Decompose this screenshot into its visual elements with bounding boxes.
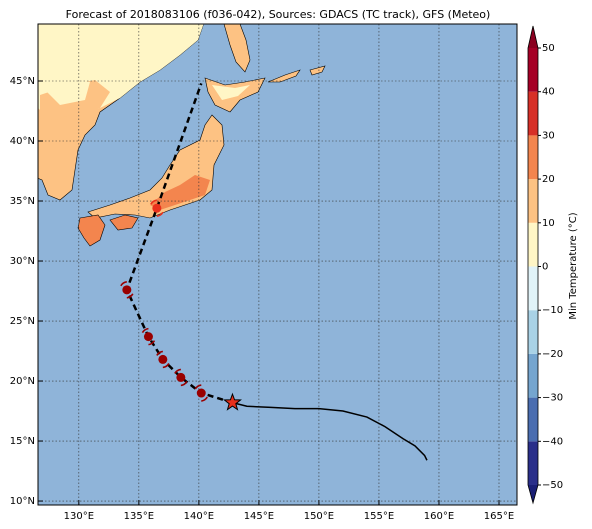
colorbar-tick-label: 40 bbox=[542, 87, 555, 98]
storm-symbol bbox=[150, 199, 164, 218]
colorbar-band bbox=[528, 135, 538, 180]
lon-tick-label: 155°E bbox=[364, 511, 394, 522]
colorbar-tick-label: 20 bbox=[542, 174, 555, 185]
colorbar-band bbox=[528, 353, 538, 398]
storm-eye bbox=[158, 354, 168, 364]
colorbar-over bbox=[528, 26, 538, 48]
ocean bbox=[38, 24, 517, 505]
lat-tick-label: 15°N bbox=[10, 436, 35, 447]
typhoon-track bbox=[120, 82, 428, 461]
colorbar-tick-label: −50 bbox=[542, 480, 563, 491]
storm-symbol bbox=[174, 368, 188, 387]
colorbar-band bbox=[528, 48, 538, 92]
colorbar-band bbox=[528, 310, 538, 354]
storm-arm bbox=[174, 368, 188, 387]
storm-symbol bbox=[141, 327, 156, 346]
colorbar-tick-label: 50 bbox=[542, 43, 555, 54]
sakhalin bbox=[223, 24, 251, 73]
storm-arm bbox=[150, 199, 164, 218]
lat-tick-label: 45°N bbox=[10, 76, 35, 87]
lon-tick-label: 150°E bbox=[304, 511, 334, 522]
colorbar bbox=[527, 25, 541, 505]
storm-symbol bbox=[194, 384, 208, 402]
lat-tick-label: 20°N bbox=[10, 376, 35, 387]
lon-tick-label: 145°E bbox=[244, 511, 274, 522]
lon-tick-label: 135°E bbox=[124, 511, 154, 522]
colorbar-tick-label: 30 bbox=[542, 130, 555, 141]
shikoku bbox=[109, 214, 139, 231]
storm-eye bbox=[152, 203, 162, 213]
kamchatka-islands bbox=[309, 65, 326, 76]
lon-tick-label: 130°E bbox=[64, 511, 94, 522]
colorbar-band bbox=[528, 179, 538, 223]
colorbar-band bbox=[528, 266, 538, 311]
colorbar-label: Min Temperature (°C) bbox=[568, 212, 579, 319]
lon-tick-label: 140°E bbox=[184, 511, 214, 522]
storm-symbol bbox=[120, 281, 134, 299]
storm-eye bbox=[122, 285, 132, 295]
kuril-islands bbox=[267, 69, 301, 83]
colorbar-tick-label: −40 bbox=[542, 436, 563, 447]
colorbar-tick-label: −30 bbox=[542, 393, 563, 404]
colorbar-band bbox=[528, 441, 538, 485]
colorbar-tick-label: 0 bbox=[542, 262, 548, 273]
map-frame bbox=[37, 23, 518, 506]
colorbar-tick-label: 10 bbox=[542, 218, 555, 229]
lat-tick-label: 30°N bbox=[10, 256, 35, 267]
colorbar-tick-label: −20 bbox=[542, 349, 563, 360]
colorbar-band bbox=[528, 91, 538, 136]
map-title: Forecast of 2018083106 (f036-042), Sourc… bbox=[66, 8, 491, 21]
storm-arm bbox=[141, 327, 156, 346]
current-position bbox=[223, 392, 242, 411]
storm-arm bbox=[156, 350, 170, 369]
storm-eye bbox=[196, 388, 206, 398]
colorbar-band bbox=[528, 222, 538, 267]
storm-arm bbox=[120, 281, 134, 299]
colorbar-tick-label: −10 bbox=[542, 305, 563, 316]
lat-tick-label: 40°N bbox=[10, 136, 35, 147]
past-track bbox=[232, 401, 428, 461]
storm-eye bbox=[176, 372, 186, 382]
lon-tick-label: 165°E bbox=[484, 511, 514, 522]
lat-tick-label: 25°N bbox=[10, 316, 35, 327]
storm-arm bbox=[194, 384, 208, 402]
colorbar-band bbox=[528, 397, 538, 442]
land bbox=[38, 24, 326, 247]
storm-eye bbox=[143, 332, 153, 342]
colorbar-under bbox=[528, 485, 538, 503]
hokkaido-cold bbox=[212, 85, 250, 100]
lat-tick-label: 10°N bbox=[10, 496, 35, 507]
lon-tick-label: 160°E bbox=[424, 511, 454, 522]
storm-symbol bbox=[156, 350, 170, 369]
forecast-track bbox=[125, 82, 233, 404]
lat-tick-label: 35°N bbox=[10, 196, 35, 207]
kyushu bbox=[77, 214, 106, 247]
graticule bbox=[38, 24, 517, 505]
